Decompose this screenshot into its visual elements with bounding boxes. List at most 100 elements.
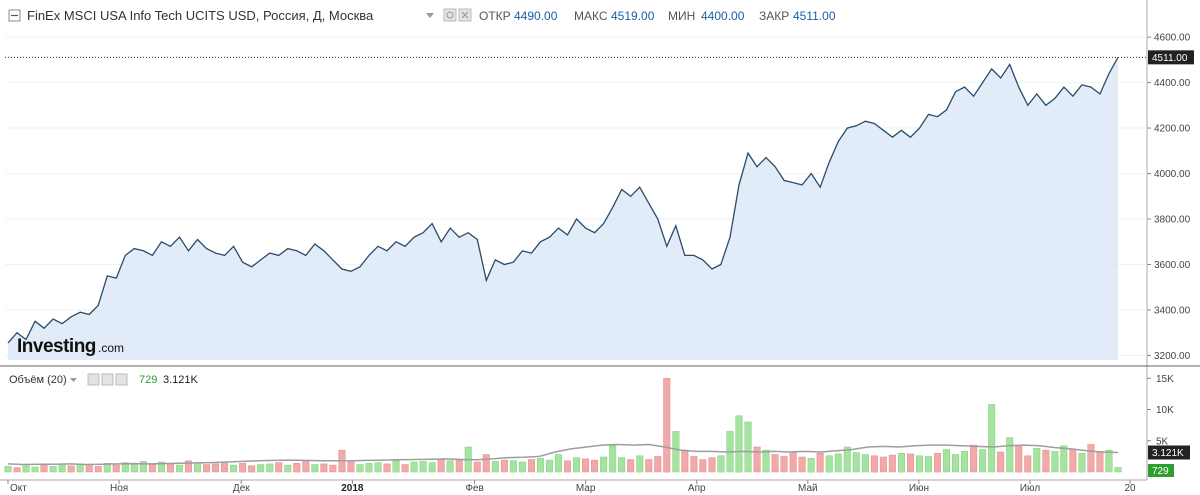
volume-bar (861, 454, 869, 473)
volume-bar (383, 463, 391, 473)
volume-bar (536, 458, 544, 473)
volume-bar (392, 460, 400, 473)
volume-dropdown-icon[interactable] (70, 378, 77, 382)
x-tick-label: Мар (576, 483, 596, 494)
volume-bar (1105, 449, 1113, 473)
volume-bar (22, 465, 30, 473)
volume-bar (157, 461, 165, 473)
volume-last-label-box (1148, 464, 1174, 477)
volume-bar (699, 459, 707, 473)
x-tick-label: 2018 (341, 483, 364, 494)
x-tick-label: Дек (233, 483, 250, 494)
volume-bar (1114, 467, 1122, 473)
close-value: 4511.00 (793, 9, 836, 23)
volume-bar (482, 454, 490, 473)
volume-bar (564, 460, 572, 473)
volume-bar (582, 458, 590, 473)
volume-bar (518, 461, 526, 473)
volume-hide-icon[interactable] (101, 373, 114, 386)
volume-last-label-text: 729 (1152, 466, 1169, 477)
volume-bar (816, 453, 824, 473)
volume-ma-label-text: 3.121K (1152, 448, 1184, 459)
volume-bar (175, 464, 183, 473)
volume-bar (401, 464, 409, 473)
volume-value: 729 (139, 374, 157, 386)
volume-bar (311, 464, 319, 473)
volume-bar (491, 461, 499, 473)
price-y-tick-label: 3600.00 (1154, 260, 1191, 271)
volume-bar (410, 461, 418, 473)
logo-brand: Investing (17, 336, 96, 357)
volume-bar (76, 463, 84, 473)
volume-close-icon[interactable] (115, 373, 128, 386)
title-dropdown-icon[interactable] (426, 13, 434, 18)
volume-bar (40, 464, 48, 473)
volume-bar (473, 461, 481, 473)
volume-ma-value: 3.121K (163, 374, 199, 386)
volume-bar (1051, 451, 1059, 473)
volume-bar (591, 459, 599, 473)
volume-y-axis: 15K 10K 5K (1147, 374, 1174, 447)
price-y-tick-label: 4000.00 (1154, 169, 1191, 180)
volume-bar (771, 454, 779, 473)
price-y-tick-label: 4400.00 (1154, 78, 1191, 89)
volume-bar (67, 465, 75, 473)
volume-bar (1033, 448, 1041, 473)
volume-bar (762, 449, 770, 473)
price-area-fill (8, 57, 1118, 361)
volume-bar (248, 465, 256, 473)
volume-bar (527, 459, 535, 473)
volume-bar (915, 455, 923, 473)
volume-ma-label-box (1148, 445, 1190, 460)
instrument-title[interactable]: FinEx MSCI USA Info Tech UCITS USD, Росс… (27, 8, 374, 23)
price-panel: 4600.00 4400.00 4200.00 4000.00 3800.00 3600.… (5, 0, 1194, 480)
volume-bar (103, 463, 111, 473)
high-label: МАКС (574, 9, 608, 23)
x-tick-label: Июл (1020, 483, 1040, 494)
volume-bar (49, 466, 57, 473)
volume-bar (897, 453, 905, 473)
volume-bar (184, 460, 192, 473)
volume-title[interactable]: Объём (20) (9, 374, 67, 386)
last-price-label: 4511.00 (1148, 50, 1194, 65)
volume-bar (681, 449, 689, 473)
open-label: ОТКР (479, 9, 511, 23)
volume-bar (121, 462, 129, 473)
volume-bar (627, 459, 635, 473)
last-price-label-box (1148, 50, 1194, 65)
last-price-label-text: 4511.00 (1152, 53, 1188, 64)
settings-icon[interactable] (443, 8, 457, 22)
price-line (7, 56, 1119, 344)
volume-panel: 15K 10K 5K Объём (20) 729 3.121K 3.121K 72… (4, 373, 1190, 477)
volume-bar (744, 421, 752, 473)
volume-bar (943, 449, 951, 473)
volume-bar (997, 451, 1005, 473)
price-y-tick-label: 3200.00 (1154, 351, 1191, 362)
low-value: 4400.00 (701, 9, 745, 23)
x-tick-label: Окт (10, 483, 27, 494)
volume-bar (879, 456, 887, 473)
volume-y-tick-label: 10K (1156, 405, 1174, 416)
volume-y-tick-label: 5K (1156, 436, 1169, 447)
volume-bar (500, 459, 508, 473)
volume-bar (148, 464, 156, 473)
volume-bar (735, 415, 743, 473)
volume-bar (708, 457, 716, 473)
volume-bar (1006, 437, 1014, 473)
volume-bar (320, 463, 328, 473)
volume-bar (618, 457, 626, 473)
volume-bar (852, 452, 860, 473)
close-series-icon-cross (461, 11, 469, 19)
volume-bar (347, 461, 355, 473)
volume-settings-icon[interactable] (87, 373, 100, 386)
volume-bar (753, 446, 761, 473)
volume-bar (230, 464, 238, 473)
volume-bars (4, 378, 1122, 473)
volume-header: Объём (20) 729 3.121K (9, 373, 199, 386)
volume-bar (139, 461, 147, 473)
volume-bar (807, 458, 815, 473)
volume-bar (31, 466, 39, 473)
price-y-tick-label: 3400.00 (1154, 305, 1191, 316)
volume-bar (1069, 449, 1077, 473)
volume-bar (798, 456, 806, 473)
